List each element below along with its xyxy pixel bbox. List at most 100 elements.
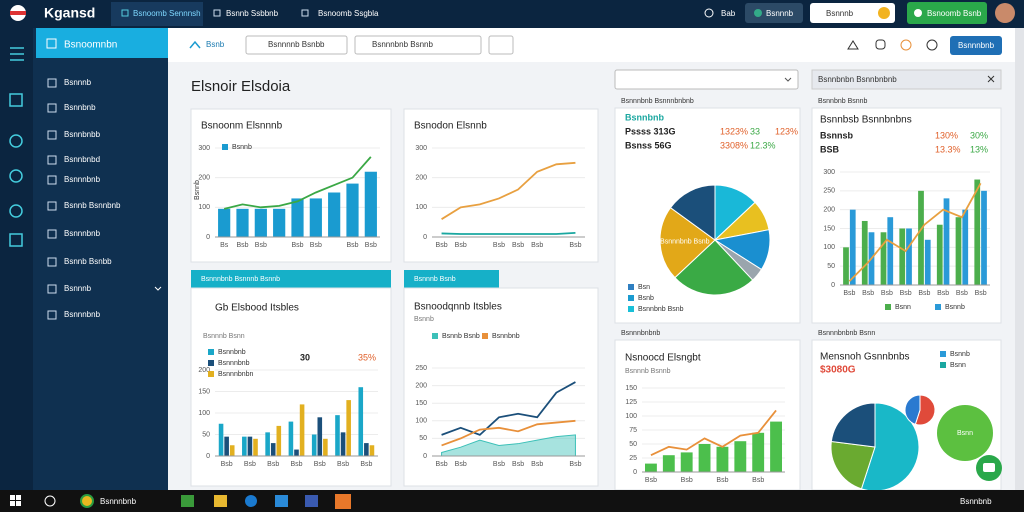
rail-icon[interactable] xyxy=(10,47,24,61)
y-tick-label: 0 xyxy=(423,453,427,460)
chevron xyxy=(784,77,792,82)
bar xyxy=(311,434,317,456)
y-tick-label: 200 xyxy=(198,367,210,374)
taskbar-app[interactable]: Bsnnnbnb xyxy=(100,497,137,506)
app-icon[interactable] xyxy=(245,495,257,507)
menu-item[interactable]: Bsnnnbnb xyxy=(64,175,101,184)
top-button-text[interactable]: Bsnoomb Bsnb xyxy=(927,9,982,18)
search-button[interactable] xyxy=(44,495,56,507)
legend-label: Bsnb xyxy=(638,295,654,302)
x-tick-label: Bsb xyxy=(236,242,248,249)
bar xyxy=(645,463,657,472)
bar xyxy=(861,220,868,285)
scrollbar[interactable] xyxy=(1015,28,1024,490)
app-icon[interactable] xyxy=(275,495,288,507)
rail-icon[interactable] xyxy=(9,93,23,107)
menu-item[interactable]: Bsnnnbnb xyxy=(64,310,101,319)
icon[interactable] xyxy=(926,39,938,51)
menu-icon xyxy=(47,284,57,294)
menu-item[interactable]: Bsnnnb xyxy=(64,78,92,87)
bar xyxy=(309,198,322,237)
menu-item[interactable]: Bsnnbnb xyxy=(64,103,96,112)
sidebar-header[interactable] xyxy=(36,28,168,58)
filter-dropdown[interactable] xyxy=(354,35,482,55)
icon-rail xyxy=(0,28,33,490)
stat: Bsnnsb xyxy=(820,130,854,140)
slice-label: Bsnnnbnb Bsnb xyxy=(660,239,710,246)
home-link[interactable]: Bsnb xyxy=(206,40,225,49)
x-tick-label: Bsb xyxy=(346,242,358,249)
top-button[interactable] xyxy=(907,2,987,24)
bar xyxy=(358,387,364,456)
menu-icon xyxy=(47,229,57,239)
bar xyxy=(317,417,323,456)
bar xyxy=(288,421,294,456)
app-icon[interactable] xyxy=(214,495,227,507)
stat: 13.3% xyxy=(935,144,961,154)
y-tick-label: 100 xyxy=(415,204,427,211)
y-tick-label: 150 xyxy=(625,385,637,392)
x-tick-label: Bsb xyxy=(512,242,524,249)
primary-button[interactable] xyxy=(950,36,1002,55)
chart-title: Bsnodon Elsnnb xyxy=(414,121,487,132)
tab-active[interactable] xyxy=(111,2,203,26)
search-box[interactable] xyxy=(810,3,895,23)
panel-header xyxy=(811,69,1002,90)
app-icon[interactable] xyxy=(335,494,351,509)
search-text[interactable]: Bsnnnb xyxy=(826,9,854,18)
bar xyxy=(918,190,924,285)
icon[interactable] xyxy=(900,39,912,51)
tab[interactable]: Bsnoomb Ssgbla xyxy=(318,9,379,18)
icon[interactable] xyxy=(875,39,886,50)
legend-swatch xyxy=(940,351,946,357)
user[interactable]: Bab xyxy=(721,9,736,18)
menu-item[interactable]: Bsnnbnbd xyxy=(64,155,100,164)
chart-title: Bsnnbsb Bsnnbnbns xyxy=(820,115,912,126)
stat: 3308% xyxy=(720,140,748,150)
filter-text[interactable]: Bsnnnbnb Bsnnb xyxy=(372,40,433,49)
y-tick-label: 200 xyxy=(415,175,427,182)
close-icon[interactable] xyxy=(987,75,995,83)
bar xyxy=(981,190,987,285)
icon[interactable] xyxy=(847,40,859,50)
line xyxy=(441,161,576,220)
card-label: Bsnnnbnbnb Bsnn xyxy=(818,330,875,337)
menu-item[interactable]: Bsnnb Bsnbb xyxy=(64,257,112,266)
menu-item[interactable]: Bsnnbnbb xyxy=(64,130,101,139)
avatar[interactable] xyxy=(995,3,1015,23)
start-button[interactable] xyxy=(10,495,21,506)
logo: Kgansd xyxy=(44,5,95,21)
filter-text[interactable]: Bsnnnnb Bsnbb xyxy=(268,40,325,49)
status-pill[interactable] xyxy=(745,3,803,23)
bar xyxy=(335,415,340,456)
menu-icon xyxy=(47,155,57,165)
y-tick-label: 150 xyxy=(198,388,210,395)
menu-item[interactable]: Bsnnnbnb xyxy=(64,229,101,238)
menu-item[interactable]: Bsnnb Bsnnbnb xyxy=(64,201,121,210)
icon-button[interactable] xyxy=(488,35,514,55)
stat: 13% xyxy=(970,144,988,154)
line xyxy=(650,409,777,457)
menu-icon xyxy=(47,130,57,140)
primary-button-text[interactable]: Bsnnnbnb xyxy=(958,41,995,50)
rail-icon[interactable] xyxy=(9,204,23,218)
bar xyxy=(887,217,894,285)
rail-icon[interactable] xyxy=(9,233,23,247)
legend-label: Bsnnnbnb xyxy=(218,360,250,367)
rail-icon[interactable] xyxy=(9,134,23,148)
taskbar xyxy=(0,490,1024,512)
tab[interactable]: Bsnoomb Sennnsh xyxy=(133,9,201,18)
rail-icons xyxy=(9,47,24,247)
menu-item[interactable]: Bsnnnb xyxy=(64,284,92,293)
card-tab xyxy=(404,270,499,288)
tab[interactable]: Bsnnb Ssbbnb xyxy=(226,9,279,18)
rail-icon[interactable] xyxy=(9,169,23,183)
stat: 1323% xyxy=(720,126,748,136)
app-icon[interactable] xyxy=(305,495,318,507)
panel-select[interactable] xyxy=(614,69,799,90)
chat-icon xyxy=(983,463,995,472)
filter-dropdown[interactable] xyxy=(245,35,348,55)
app-icon[interactable] xyxy=(181,495,194,507)
y-tick-label: 250 xyxy=(415,365,427,372)
browser-icon[interactable] xyxy=(80,494,94,508)
